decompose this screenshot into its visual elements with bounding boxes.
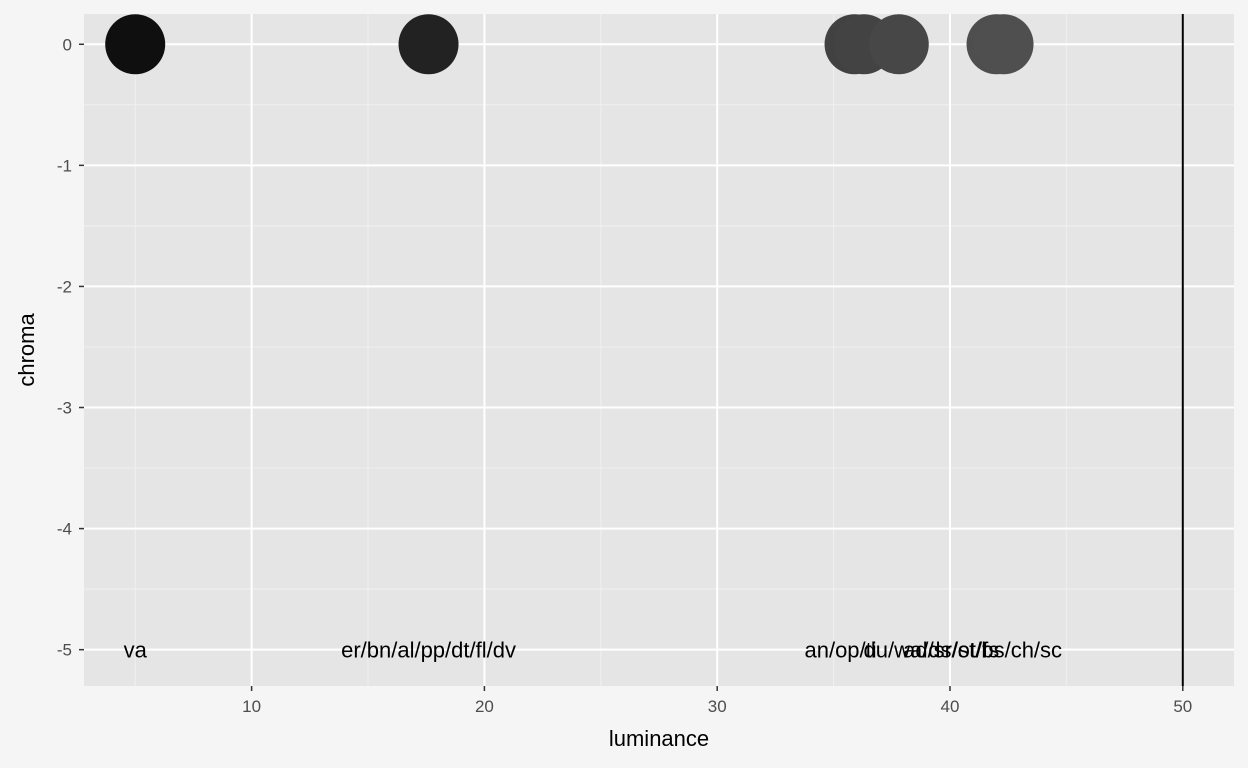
y-tick-label: -5 [57,641,72,660]
x-tick-label: 50 [1173,697,1192,716]
y-axis-title: chroma [14,313,39,387]
point-label: an/op/ti [804,638,876,663]
point-label: ad/sr/st/bs/ch/sc [903,638,1062,663]
y-axis-ticks: 0 -1 -2 -3 -4 -5 [57,35,84,660]
x-tick-label: 30 [708,697,727,716]
x-tick-label: 10 [242,697,261,716]
y-tick-label: -1 [57,156,72,175]
minor-gridlines [84,14,1234,686]
y-tick-label: 0 [63,35,72,54]
x-axis-title: luminance [609,726,709,751]
data-point [973,14,1034,75]
major-gridlines [84,14,1234,686]
x-tick-label: 20 [475,697,494,716]
data-point [398,14,459,75]
data-point [868,14,929,75]
point-label: du/wa/ds/ot/fs [863,638,999,663]
data-points [105,14,1034,75]
x-axis-ticks: 10 20 30 40 50 [242,686,1192,716]
y-tick-label: -3 [57,399,72,418]
data-point [105,14,166,75]
point-labels: va er/bn/al/pp/dt/fl/dv an/op/tidu/wa/ds/o… [124,638,1062,663]
y-tick-label: -2 [57,277,72,296]
y-tick-label: -4 [57,520,72,539]
point-label: va [124,638,148,663]
point-label: er/bn/al/pp/dt/fl/dv [341,638,516,663]
x-tick-label: 40 [941,697,960,716]
plot-panel [84,14,1234,686]
